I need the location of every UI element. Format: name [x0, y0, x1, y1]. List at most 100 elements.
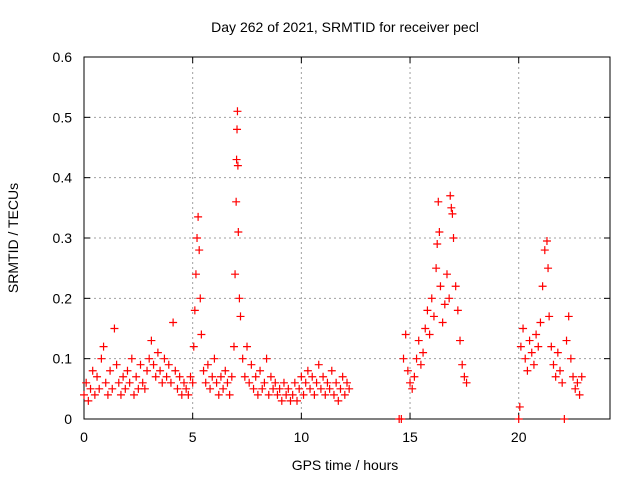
data-point: [575, 390, 584, 399]
data-point: [110, 324, 119, 333]
x-tick-label: 15: [402, 429, 418, 445]
data-point: [206, 384, 215, 393]
data-point: [216, 372, 225, 381]
data-point: [438, 318, 447, 327]
data-point: [86, 384, 95, 393]
data-point: [556, 366, 565, 375]
data-point: [338, 372, 347, 381]
data-point: [169, 318, 178, 327]
x-tick-label: 10: [294, 429, 310, 445]
data-point: [112, 360, 121, 369]
data-point: [196, 294, 205, 303]
data-point: [151, 372, 160, 381]
data-point: [195, 246, 204, 255]
data-point: [547, 342, 556, 351]
data-point: [238, 354, 247, 363]
data-point: [166, 378, 175, 387]
data-point: [434, 197, 443, 206]
data-point: [184, 390, 193, 399]
data-point: [251, 372, 260, 381]
data-point: [233, 161, 242, 170]
data-point: [143, 366, 152, 375]
data-point: [549, 360, 558, 369]
data-point: [123, 366, 132, 375]
data-point: [234, 227, 243, 236]
data-point: [560, 415, 569, 423]
data-point: [284, 384, 293, 393]
data-point: [421, 324, 430, 333]
data-point: [299, 390, 308, 399]
data-point: [527, 348, 536, 357]
data-point: [221, 366, 230, 375]
data-point: [414, 336, 423, 345]
y-tick-label: 0.2: [53, 290, 73, 306]
data-point: [262, 354, 271, 363]
y-tick-label: 0.5: [53, 109, 73, 125]
data-point: [203, 360, 212, 369]
data-point: [138, 378, 147, 387]
data-point: [573, 378, 582, 387]
data-point: [93, 372, 102, 381]
data-point: [231, 270, 240, 279]
x-axis-ticks: 0 5 10 15 20: [80, 57, 527, 445]
data-point: [232, 197, 241, 206]
data-point: [297, 372, 306, 381]
data-point: [525, 336, 534, 345]
data-point: [532, 330, 541, 339]
data-point: [448, 209, 457, 218]
data-point: [264, 390, 273, 399]
data-point: [449, 234, 458, 242]
data-point: [412, 354, 421, 363]
data-point: [397, 415, 406, 423]
data-point: [566, 354, 575, 363]
data-point: [325, 384, 334, 393]
data-point: [214, 390, 223, 399]
data-point: [173, 384, 182, 393]
data-point: [314, 360, 323, 369]
data-point: [545, 312, 554, 321]
data-point: [427, 294, 436, 303]
data-point: [425, 330, 434, 339]
data-point: [329, 390, 338, 399]
data-point: [182, 384, 191, 393]
chart-title: Day 262 of 2021, SRMTID for receiver pec…: [211, 19, 479, 35]
data-point: [327, 366, 336, 375]
data-point: [82, 378, 91, 387]
data-point: [453, 306, 462, 315]
data-point: [279, 378, 288, 387]
y-tick-label: 0: [64, 411, 72, 427]
data-point: [306, 384, 315, 393]
data-point: [432, 264, 441, 273]
data-point: [303, 366, 312, 375]
data-point: [149, 360, 158, 369]
data-point: [266, 372, 275, 381]
data-point: [277, 396, 286, 405]
data-point: [164, 360, 173, 369]
data-point: [256, 366, 265, 375]
data-point: [401, 330, 410, 339]
data-point: [243, 342, 252, 351]
data-point: [136, 360, 145, 369]
data-point: [319, 372, 328, 381]
data-point: [188, 378, 197, 387]
data-point: [456, 336, 465, 345]
data-point: [553, 348, 562, 357]
data-point: [514, 415, 523, 423]
data-point: [542, 237, 551, 246]
data-point: [106, 366, 115, 375]
data-point: [271, 378, 280, 387]
data-point: [199, 366, 208, 375]
data-point: [88, 366, 97, 375]
data-point: [538, 282, 547, 291]
data-point: [208, 372, 217, 381]
data-point: [258, 384, 267, 393]
data-point: [419, 348, 428, 357]
data-point: [227, 372, 236, 381]
data-point: [212, 378, 221, 387]
data-point: [534, 342, 543, 351]
data-point: [80, 390, 88, 399]
data-point: [558, 378, 567, 387]
data-point: [343, 378, 351, 387]
data-points: [80, 107, 586, 423]
